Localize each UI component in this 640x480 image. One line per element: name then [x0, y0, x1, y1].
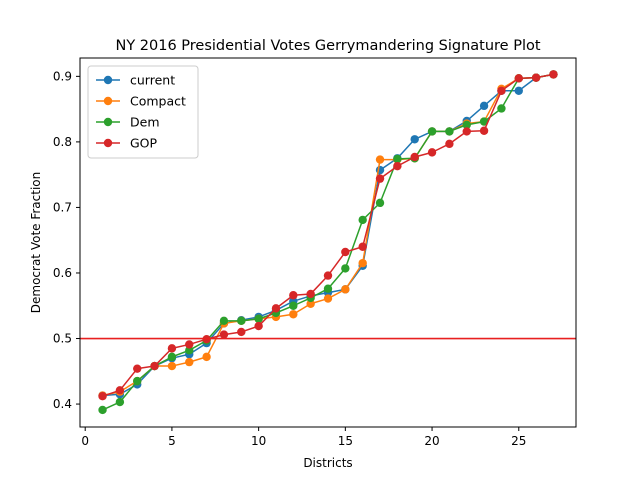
legend-label: Compact [130, 94, 186, 109]
data-point [341, 285, 350, 294]
data-point [133, 364, 142, 373]
x-tick-label: 10 [251, 434, 266, 448]
legend-item-dem: Dem [96, 115, 160, 130]
data-point [306, 299, 315, 308]
y-tick-label: 0.5 [53, 332, 72, 346]
data-point [341, 247, 350, 257]
data-point [185, 357, 194, 367]
x-tick-label: 20 [424, 434, 439, 448]
data-point [462, 120, 471, 130]
legend-label: current [130, 73, 175, 88]
data-point [479, 101, 489, 111]
data-point [497, 104, 506, 113]
data-point [150, 361, 159, 371]
data-point [133, 376, 142, 386]
legend-marker [103, 96, 113, 106]
data-point [323, 284, 333, 293]
plot-frame [79, 57, 577, 428]
data-point [427, 127, 437, 136]
data-point [323, 271, 333, 280]
data-point [358, 258, 367, 268]
data-point [393, 154, 402, 164]
data-point [514, 74, 523, 83]
data-point [410, 135, 419, 144]
data-point [323, 294, 333, 303]
data-point [445, 139, 454, 149]
x-tick-label: 0 [81, 434, 89, 448]
x-axis-label: Districts [303, 456, 352, 470]
data-point [358, 242, 367, 251]
y-tick-label: 0.7 [53, 200, 72, 214]
data-point [98, 392, 107, 401]
data-point [531, 73, 541, 82]
data-point [393, 161, 402, 171]
data-point [202, 352, 211, 362]
data-point [497, 86, 506, 95]
data-point [289, 310, 298, 319]
axes: 0 5 10 15 20 25 0.4 0.5 0.6 0.7 0.8 0.9 [53, 69, 527, 448]
legend-label: GOP [130, 136, 158, 151]
data-point [185, 340, 194, 349]
data-point [514, 86, 523, 95]
data-point [167, 352, 177, 362]
y-tick-label: 0.4 [53, 397, 72, 411]
data-point [115, 386, 125, 395]
legend-label: Dem [130, 115, 160, 130]
data-point [549, 70, 558, 79]
data-point [479, 117, 489, 126]
data-point [237, 327, 246, 337]
data-point [341, 264, 350, 273]
data-point [271, 304, 281, 313]
x-tick-label: 5 [168, 434, 176, 448]
data-point [462, 127, 471, 136]
data-point [479, 126, 489, 135]
legend: current Compact Dem GOP [87, 65, 199, 159]
y-tick-label: 0.8 [53, 135, 72, 149]
data-point [445, 127, 454, 136]
data-point [306, 289, 315, 299]
legend-marker [103, 75, 113, 85]
y-tick-label: 0.6 [53, 266, 72, 280]
data-point [375, 198, 385, 208]
data-point [237, 316, 246, 326]
data-point [167, 361, 177, 371]
series-gop [98, 70, 558, 401]
data-point [219, 330, 229, 339]
data-point [115, 397, 125, 407]
legend-item-current: current [96, 73, 175, 88]
x-tick-label: 25 [511, 434, 526, 448]
data-point [167, 344, 177, 353]
data-point [375, 174, 385, 183]
plot-area [80, 70, 576, 415]
legend-marker [103, 138, 113, 148]
data-point [98, 405, 107, 415]
chart-title: NY 2016 Presidential Votes Gerrymanderin… [115, 38, 540, 54]
data-point [254, 321, 263, 331]
data-point [375, 155, 385, 164]
y-tick-label: 0.9 [53, 69, 72, 83]
data-point [254, 314, 263, 324]
legend-marker [103, 117, 113, 127]
legend-box [87, 65, 199, 159]
data-point [427, 148, 437, 157]
x-tick-label: 15 [338, 434, 353, 448]
data-point [289, 301, 298, 310]
data-point [185, 346, 194, 355]
data-point [219, 316, 229, 326]
data-point [358, 215, 367, 225]
data-point [410, 152, 419, 162]
legend-item-gop: GOP [96, 136, 158, 151]
data-point [289, 291, 298, 300]
y-axis-label: Democrat Vote Fraction [29, 172, 43, 313]
legend-item-compact: Compact [96, 94, 186, 109]
